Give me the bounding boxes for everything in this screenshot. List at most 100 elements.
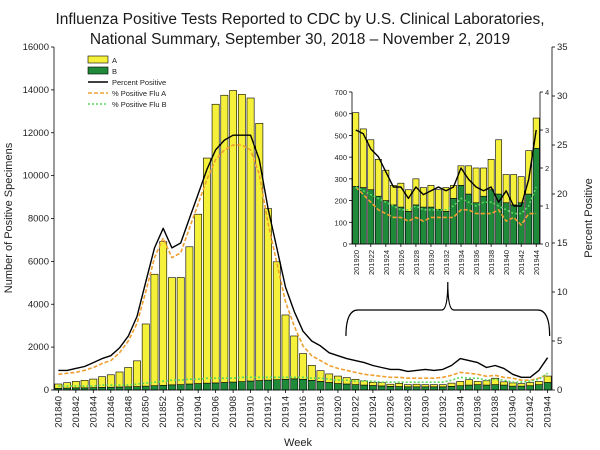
main-y2tick-label: 25 <box>557 140 568 151</box>
inset-bar-a-201922 <box>367 139 375 191</box>
main-bar-a-201919 <box>325 373 334 383</box>
main-bar-a-201941 <box>517 383 526 387</box>
main-bar-a-201916 <box>299 353 307 380</box>
main-bar-b-201849 <box>133 386 141 391</box>
main-bar-b-201917 <box>307 380 316 391</box>
main-ytick-label: 0 <box>44 385 49 396</box>
chart-title-line-2: National Summary, September 30, 2018 – N… <box>90 31 510 48</box>
main-ytick-label: 6000 <box>28 256 49 267</box>
main-bar-a-201849 <box>133 360 141 387</box>
inset-bar-a-201931 <box>435 189 442 210</box>
inset-y2tick-label: 4 <box>545 88 549 97</box>
inset-bar-b-201933 <box>450 198 457 245</box>
main-xtick-label: 201908 <box>228 396 239 428</box>
main-bar-b-201920 <box>334 383 342 391</box>
inset-xtick-label: 201942 <box>517 250 526 275</box>
inset-xtick-label: 201920 <box>352 250 361 275</box>
main-bar-b-201919 <box>325 382 334 391</box>
inset-bar-a-201921 <box>359 128 367 188</box>
legend-label--positive-flu-b: % Positive Flu B <box>112 100 167 109</box>
inset-xtick-label: 201940 <box>502 250 511 275</box>
main-bar-b-201921 <box>342 383 351 391</box>
inset-bar-a-201928 <box>412 178 420 206</box>
main-bar-b-201914 <box>281 378 290 391</box>
inset-xtick-label: 201926 <box>397 250 406 275</box>
main-xtick-label: 201932 <box>438 396 449 428</box>
main-xtick-label: 201938 <box>490 396 501 428</box>
main-bar-a-201915 <box>290 335 299 380</box>
inset-xtick-label: 201924 <box>382 250 391 275</box>
inset-bar-a-201920 <box>352 112 360 187</box>
main-bar-b-201911 <box>255 380 264 391</box>
main-bar-b-201938 <box>491 384 500 391</box>
main-bar-b-201903 <box>185 383 194 391</box>
inset-ytick-label: 100 <box>334 218 347 227</box>
inset-ytick-label: 300 <box>334 175 347 184</box>
legend: AB Percent Positive % Positive Flu A % Posi… <box>87 55 167 109</box>
main-xtick-label: 201924 <box>368 396 379 428</box>
inset-bar-b-201931 <box>435 208 442 245</box>
main-bar-b-201912 <box>264 379 272 391</box>
main-bar-b-201940 <box>508 385 517 391</box>
main-xtick-label: 201922 <box>350 396 361 428</box>
inset-line-percent-positive <box>355 129 537 207</box>
main-bar-a-201850 <box>141 323 150 387</box>
main-bar-b-201901 <box>168 384 176 391</box>
main-bar-b-201944 <box>543 382 552 391</box>
main-bar-a-201904 <box>194 213 203 384</box>
inset-ytick-label: 700 <box>334 88 347 97</box>
inset-xtick-label: 201928 <box>412 250 421 275</box>
main-xtick-label: 201846 <box>106 396 117 428</box>
x-axis-title: Week <box>284 437 312 449</box>
inset-plot-area: 0 100 200 300 400 500 600 700 0 1 2 3 4 201920 201922 2… <box>334 88 549 275</box>
inset-ytick-label: 500 <box>334 131 347 140</box>
main-bar-b-201908 <box>229 381 237 391</box>
y2-axis-title: Percent Positive <box>583 178 595 257</box>
main-bar-b-201918 <box>316 381 325 391</box>
main-xtick-label: 201848 <box>123 396 134 428</box>
inset-xtick-label: 201934 <box>457 250 466 275</box>
main-bar-b-201910 <box>246 380 255 391</box>
main-bar-b-201935 <box>465 384 473 391</box>
main-bar-a-201926 <box>386 383 395 387</box>
main-bar-b-201906 <box>211 382 220 391</box>
inset-y2tick-label: 2 <box>545 164 549 173</box>
legend-swatch-b <box>87 66 109 75</box>
main-bar-b-201937 <box>482 384 491 391</box>
main-line--positive-flu-a <box>58 144 548 382</box>
main-ytick-label: 16000 <box>23 42 49 53</box>
main-y2tick-label: 35 <box>557 42 568 53</box>
main-bar-b-201926 <box>386 386 395 391</box>
inset-bar-a-201926 <box>397 182 405 208</box>
main-bar-b-201902 <box>176 384 185 391</box>
inset-bar-b-201926 <box>397 206 405 245</box>
main-xtick-label: 201906 <box>211 396 222 428</box>
inset-ytick-label: 400 <box>334 153 347 162</box>
main-bar-a-201851 <box>150 273 159 387</box>
main-xtick-label: 201910 <box>246 396 257 428</box>
main-xtick-label: 201842 <box>71 396 82 428</box>
inset-bracket <box>345 281 551 337</box>
main-ytick-label: 12000 <box>23 128 49 139</box>
inset-xtick-label: 201938 <box>487 250 496 275</box>
inset-bar-b-201922 <box>367 189 375 245</box>
main-y2tick-label: 30 <box>557 91 568 102</box>
main-bar-b-201904 <box>194 383 203 391</box>
legend-label-percent-positive: Percent Positive <box>112 78 166 87</box>
main-bar-a-201943 <box>535 381 543 385</box>
main-bar-b-201923 <box>360 384 369 391</box>
main-bar-b-201852 <box>159 384 168 391</box>
main-bar-a-201930 <box>421 384 430 388</box>
main-bar-b-201848 <box>124 386 133 391</box>
main-bar-b-201846 <box>106 386 115 391</box>
main-bar-a-201944 <box>543 375 552 383</box>
main-y2tick-label: 0 <box>557 385 562 396</box>
inset-bar-a-201943 <box>525 150 533 195</box>
inset-bar-a-201938 <box>487 159 495 191</box>
main-bar-b-201939 <box>500 384 508 391</box>
inset-bar-a-201939 <box>495 139 503 195</box>
inset-bar-b-201928 <box>412 204 420 245</box>
main-xtick-label: 201942 <box>525 396 536 428</box>
inset-bar-a-201927 <box>405 189 412 212</box>
main-bar-a-201940 <box>508 382 517 387</box>
